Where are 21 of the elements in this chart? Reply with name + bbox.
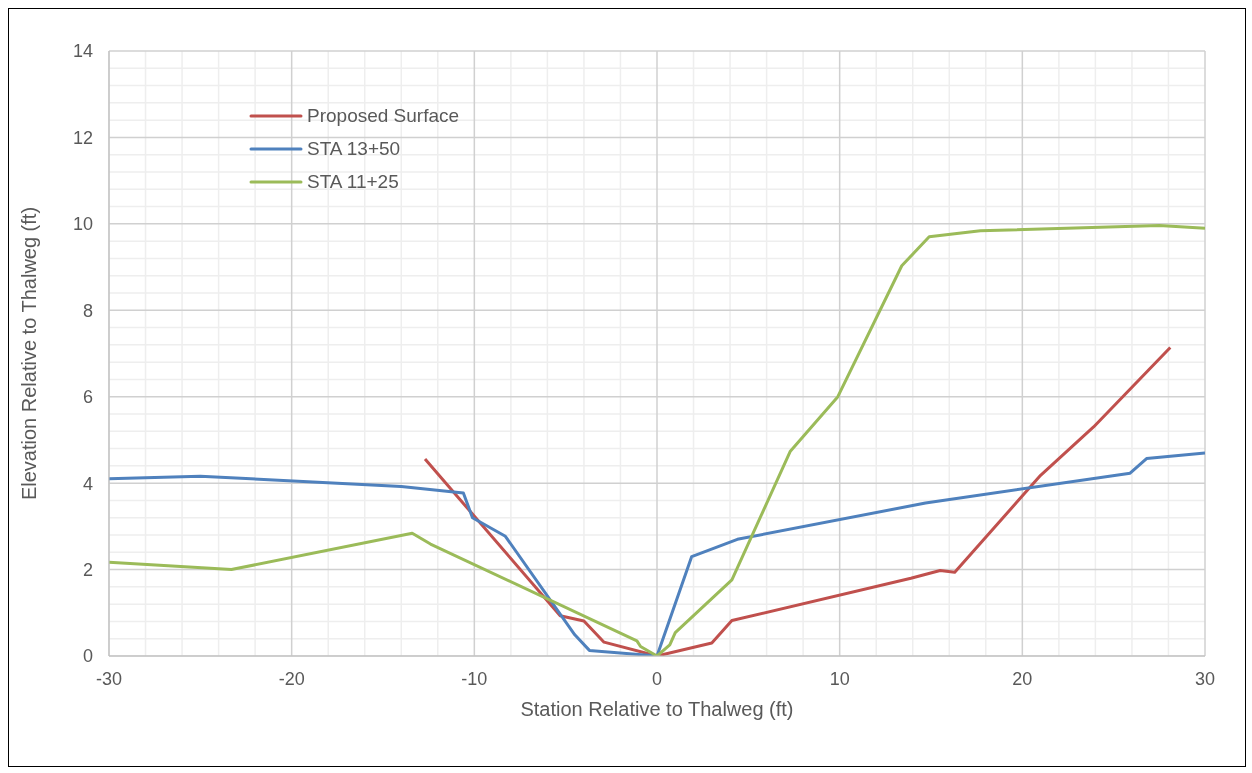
x-tick-label: 10 <box>829 668 850 689</box>
line-series <box>423 345 1172 656</box>
y-tick-label: 14 <box>72 41 93 62</box>
x-tick-label: -30 <box>95 668 123 689</box>
x-tick-label: 20 <box>1012 668 1033 689</box>
y-tick-label: 4 <box>82 473 93 494</box>
y-tick-label: 12 <box>72 127 93 148</box>
legend-label: STA 11+25 <box>307 170 399 194</box>
x-tick-label: -20 <box>278 668 305 689</box>
x-tick-label: -10 <box>461 668 488 689</box>
y-tick-label: 6 <box>82 387 93 408</box>
x-axis-title: Station Relative to Thalweg (ft) <box>520 698 794 720</box>
y-tick-label: 8 <box>82 300 93 321</box>
legend-label: STA 13+50 <box>307 137 401 161</box>
y-tick-label: 2 <box>82 559 93 580</box>
x-tick-label: 0 <box>651 668 663 689</box>
y-tick-label: 10 <box>72 214 93 235</box>
x-tick-label: 30 <box>1194 668 1216 689</box>
legend-label: Proposed Surface <box>307 104 460 128</box>
y-tick-label: 0 <box>82 646 93 667</box>
y-axis-title: Elevation Relative to Thalweg (ft) <box>18 206 41 501</box>
